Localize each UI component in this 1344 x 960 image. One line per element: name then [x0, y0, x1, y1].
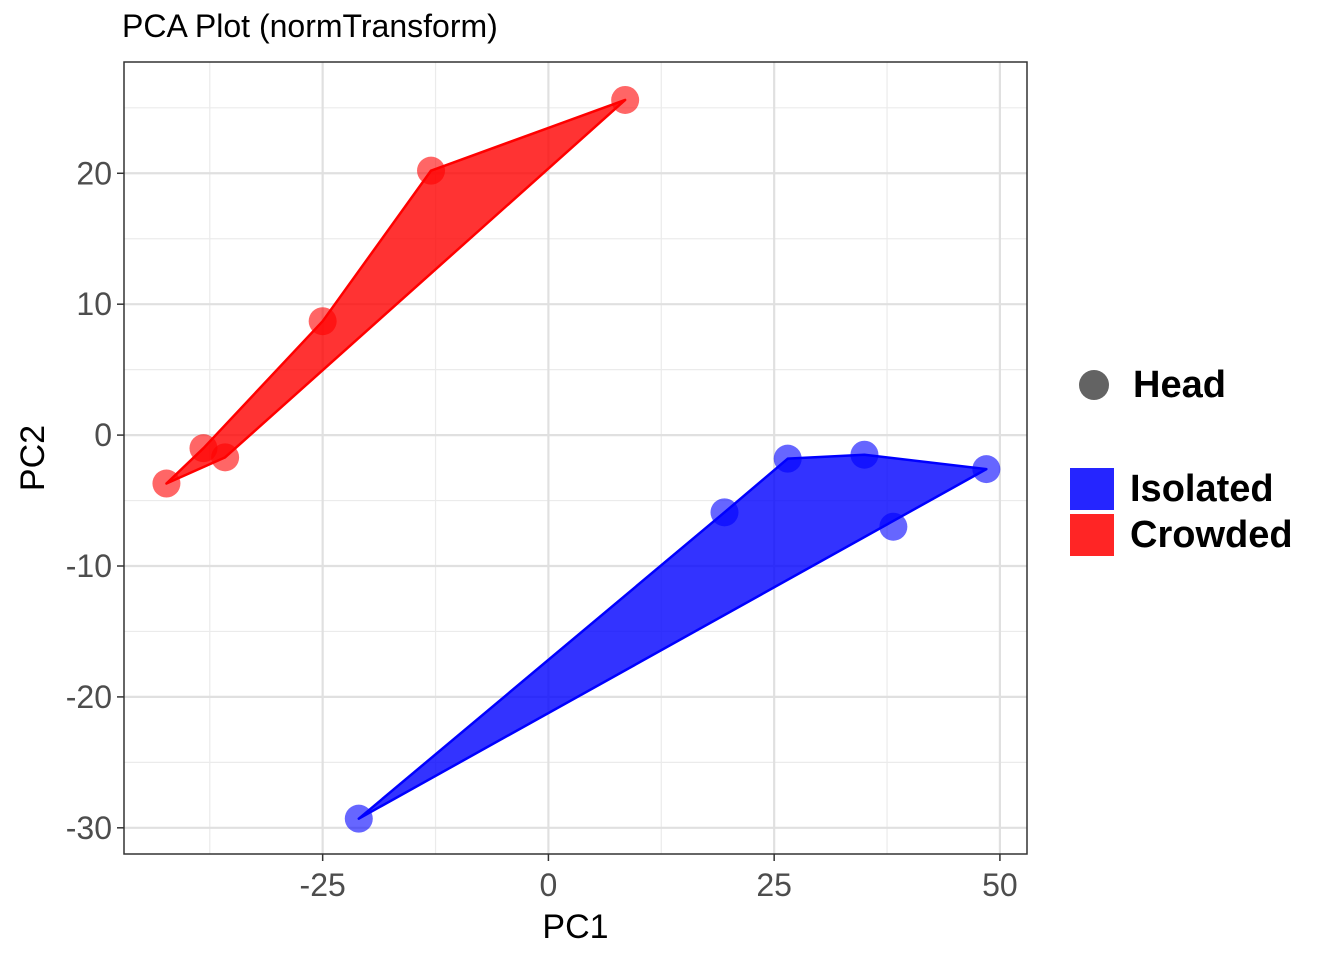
x-tick-label: 50 [982, 867, 1018, 903]
legend-label-crowded: Crowded [1130, 513, 1293, 556]
y-tick-label: -30 [66, 810, 112, 846]
y-axis-title: PC2 [14, 425, 52, 491]
legend: Head Isolated Crowded [1070, 360, 1344, 580]
y-tick-label: 10 [76, 286, 112, 322]
y-tick-label: -10 [66, 548, 112, 584]
point-crowded [308, 307, 337, 336]
y-tick-label: 0 [94, 417, 112, 453]
legend-head-label: Head [1133, 363, 1226, 406]
x-tick-label: -25 [300, 867, 346, 903]
point-crowded [189, 434, 218, 463]
point-crowded [152, 469, 181, 498]
x-axis-title: PC1 [542, 908, 608, 946]
point-isolated [850, 440, 879, 469]
point-isolated [710, 498, 739, 527]
legend-shape-row: Head [1070, 360, 1226, 410]
point-isolated [972, 455, 1001, 484]
legend-key-crowded [1070, 514, 1114, 556]
legend-label-isolated: Isolated [1130, 467, 1274, 510]
legend-item-isolated: Isolated [1070, 466, 1274, 512]
legend-swatch-crowded [1079, 522, 1109, 552]
legend-key-isolated [1070, 468, 1114, 510]
chart-title: PCA Plot (normTransform) [122, 8, 498, 44]
x-tick-label: 0 [540, 867, 558, 903]
point-isolated [773, 444, 802, 473]
point-isolated [879, 512, 908, 541]
y-tick-label: 20 [76, 155, 112, 191]
x-tick-label: 25 [756, 867, 792, 903]
point-crowded [211, 443, 240, 472]
point-isolated [344, 804, 373, 833]
y-tick-label: -20 [66, 679, 112, 715]
legend-item-crowded: Crowded [1070, 512, 1293, 558]
plot-border [123, 61, 1028, 855]
legend-head-dot [1079, 370, 1109, 400]
point-crowded [611, 85, 640, 114]
point-crowded [417, 156, 446, 185]
legend-swatch-isolated [1079, 476, 1109, 506]
